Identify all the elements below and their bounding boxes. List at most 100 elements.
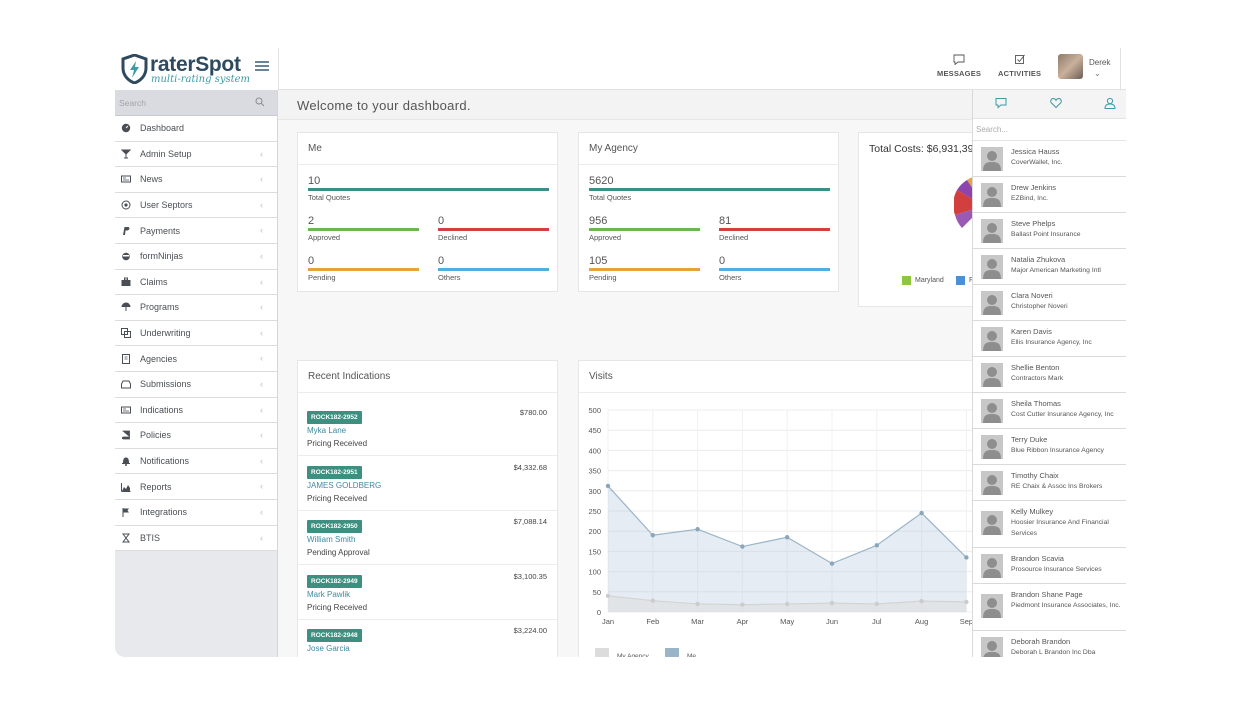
sidebar-item-programs[interactable]: Programs ‹ [115,295,277,321]
sidebar-item-dashboard[interactable]: Dashboard [115,116,277,142]
contact-item[interactable]: Drew Jenkins EZBind, Inc. [973,177,1126,213]
sidebar-item-submissions[interactable]: Submissions ‹ [115,371,277,398]
indication-insured-name[interactable]: Jose Garcia [307,644,350,653]
contact-item[interactable]: Clara Noveri Christopher Noveri [973,285,1126,321]
contacts-panel: Jessica Hauss CoverWallet, Inc. Drew Jenki… [972,90,1126,657]
pie-slice [954,190,984,215]
contact-item[interactable]: Steve Phelps Ballast Point Insurance [973,213,1126,249]
default-avatar-icon [981,471,1003,495]
sidebar-item-label: Integrations [140,507,188,518]
sidebar-item-label: Claims [140,276,168,287]
messages-button[interactable]: MESSAGES [937,54,981,78]
agency-card-title: My Agency [589,143,638,154]
sidebar-item-agencies[interactable]: Agencies ‹ [115,346,277,372]
x-tick-label: Sep [960,617,973,626]
sidebar-item-admin-setup[interactable]: Admin Setup ‹ [115,141,277,168]
user-menu[interactable]: Derek ⌄ [1056,54,1126,84]
sidebar-item-reports[interactable]: Reports ‹ [115,474,277,500]
indication-id-badge[interactable]: ROCK182-2950 [307,520,362,533]
contacts-search-input[interactable] [973,119,1126,140]
app-window: raterSpot multi-rating system MESSAGES A… [115,48,1126,657]
indication-id-badge[interactable]: ROCK182-2949 [307,574,362,588]
user-icon[interactable] [1104,97,1116,109]
contact-company: Contractors Mark [1011,375,1064,382]
y-tick-label: 100 [588,568,601,577]
contact-item[interactable]: Sheila Thomas Cost Cutter Insurance Agenc… [973,393,1126,429]
chevron-left-icon: ‹ [260,353,263,364]
card-divider [579,392,997,393]
contact-name: Steve Phelps [1011,219,1056,228]
heart-icon[interactable] [1050,97,1062,109]
me-others-label: Others [438,273,461,282]
contact-name: Karen Davis [1011,327,1052,336]
contact-company: Deborah L Brandon Inc Dba [1011,649,1096,656]
sidebar-item-indications[interactable]: Indications ‹ [115,397,277,424]
search-icon[interactable] [255,97,265,107]
contact-item[interactable]: Terry Duke Blue Ribbon Insurance Agency [973,429,1126,465]
indication-amount: $4,332.68 [513,462,547,472]
chevron-left-icon: ‹ [260,430,263,441]
y-tick-label: 350 [588,467,601,476]
indication-insured-name[interactable]: JAMES GOLDBERG [307,480,382,490]
row-divider [298,618,557,620]
cocktail-icon [121,149,131,159]
data-point [829,561,835,566]
newspaper-icon [121,406,131,414]
sidebar-item-label: Policies [140,430,172,441]
contact-item[interactable]: Timothy Chaix RE Chaix & Assoc Ins Broker… [973,465,1126,501]
contact-item[interactable]: Kelly Mulkey Hoosier Insurance And Financ… [973,501,1126,548]
chat-bubble-icon[interactable] [995,97,1007,109]
contact-item[interactable]: Brandon Shane Page Piedmont Insurance Ass… [973,584,1126,631]
contact-item[interactable]: Natalia Zhukova Major American Marketing … [973,249,1126,285]
x-tick-label: Jun [826,617,838,626]
activities-button[interactable]: ACTIVITIES [998,54,1041,78]
chevron-left-icon: ‹ [260,199,263,210]
indication-amount: $780.00 [519,408,547,417]
agency-total-bar [589,188,830,191]
hamburger-menu-icon[interactable] [255,61,269,73]
chevron-left-icon: ‹ [260,276,263,287]
contact-item[interactable]: Deborah Brandon Deborah L Brandon Inc Dba [973,631,1126,657]
sidebar-item-claims[interactable]: Claims ‹ [115,269,277,296]
contact-name: Jessica Hauss [1011,147,1060,156]
sidebar-item-formninjas[interactable]: formNinjas ‹ [115,243,277,270]
contact-name: Drew Jenkins [1011,183,1057,192]
sidebar-item-user-septors[interactable]: User Septors ‹ [115,192,277,219]
total-costs-title: Total Costs: $6,931,396 [869,143,980,155]
sidebar-item-policies[interactable]: Policies ‹ [115,423,277,449]
indication-id-badge[interactable]: ROCK182-2952 [307,411,362,424]
indication-insured-name[interactable]: William Smith [307,535,356,544]
sidebar-item-news[interactable]: News ‹ [115,167,277,193]
chevron-left-icon: ‹ [260,302,263,313]
contact-company: RE Chaix & Assoc Ins Brokers [1011,483,1103,490]
indication-id-badge[interactable]: ROCK182-2951 [307,465,362,479]
indication-row: ROCK182-2950 $7,088.14 William Smith Pendin… [307,515,547,557]
default-avatar-icon [981,219,1003,243]
x-tick-label: Jan [602,617,614,626]
contact-item[interactable]: Shellie Benton Contractors Mark [973,357,1126,393]
agency-declined-value: 81 [719,215,732,227]
indication-insured-name[interactable]: Mark Pawlik [307,589,351,599]
series-area [608,595,967,612]
chevron-left-icon: ‹ [260,327,263,338]
indication-id-badge[interactable]: ROCK182-2948 [307,629,362,642]
default-avatar-icon [981,147,1003,171]
sidebar-search-input[interactable] [115,90,277,115]
default-avatar-icon [981,554,1003,578]
sidebar-search [115,90,277,116]
data-point [740,544,745,549]
chevron-left-icon: ‹ [260,174,263,185]
data-point [964,599,969,605]
sidebar-item-payments[interactable]: Payments ‹ [115,218,277,244]
contact-item[interactable]: Jessica Hauss CoverWallet, Inc. [973,141,1126,177]
sidebar-item-notifications[interactable]: Notifications ‹ [115,448,277,475]
indication-insured-name[interactable]: Myka Lane [307,426,347,435]
sidebar-item-label: Reports [140,481,172,492]
contact-name: Kelly Mulkey [1011,507,1054,516]
sidebar-item-btis[interactable]: BTIS ‹ [115,525,277,552]
contact-item[interactable]: Brandon Scavia Prosource Insurance Servic… [973,548,1126,584]
sidebar-item-underwriting[interactable]: Underwriting ‹ [115,320,277,347]
contact-item[interactable]: Karen Davis Ellis Insurance Agency, Inc [973,321,1126,357]
sidebar-item-integrations[interactable]: Integrations ‹ [115,499,277,526]
welcome-bar: Welcome to your dashboard. [278,90,972,120]
